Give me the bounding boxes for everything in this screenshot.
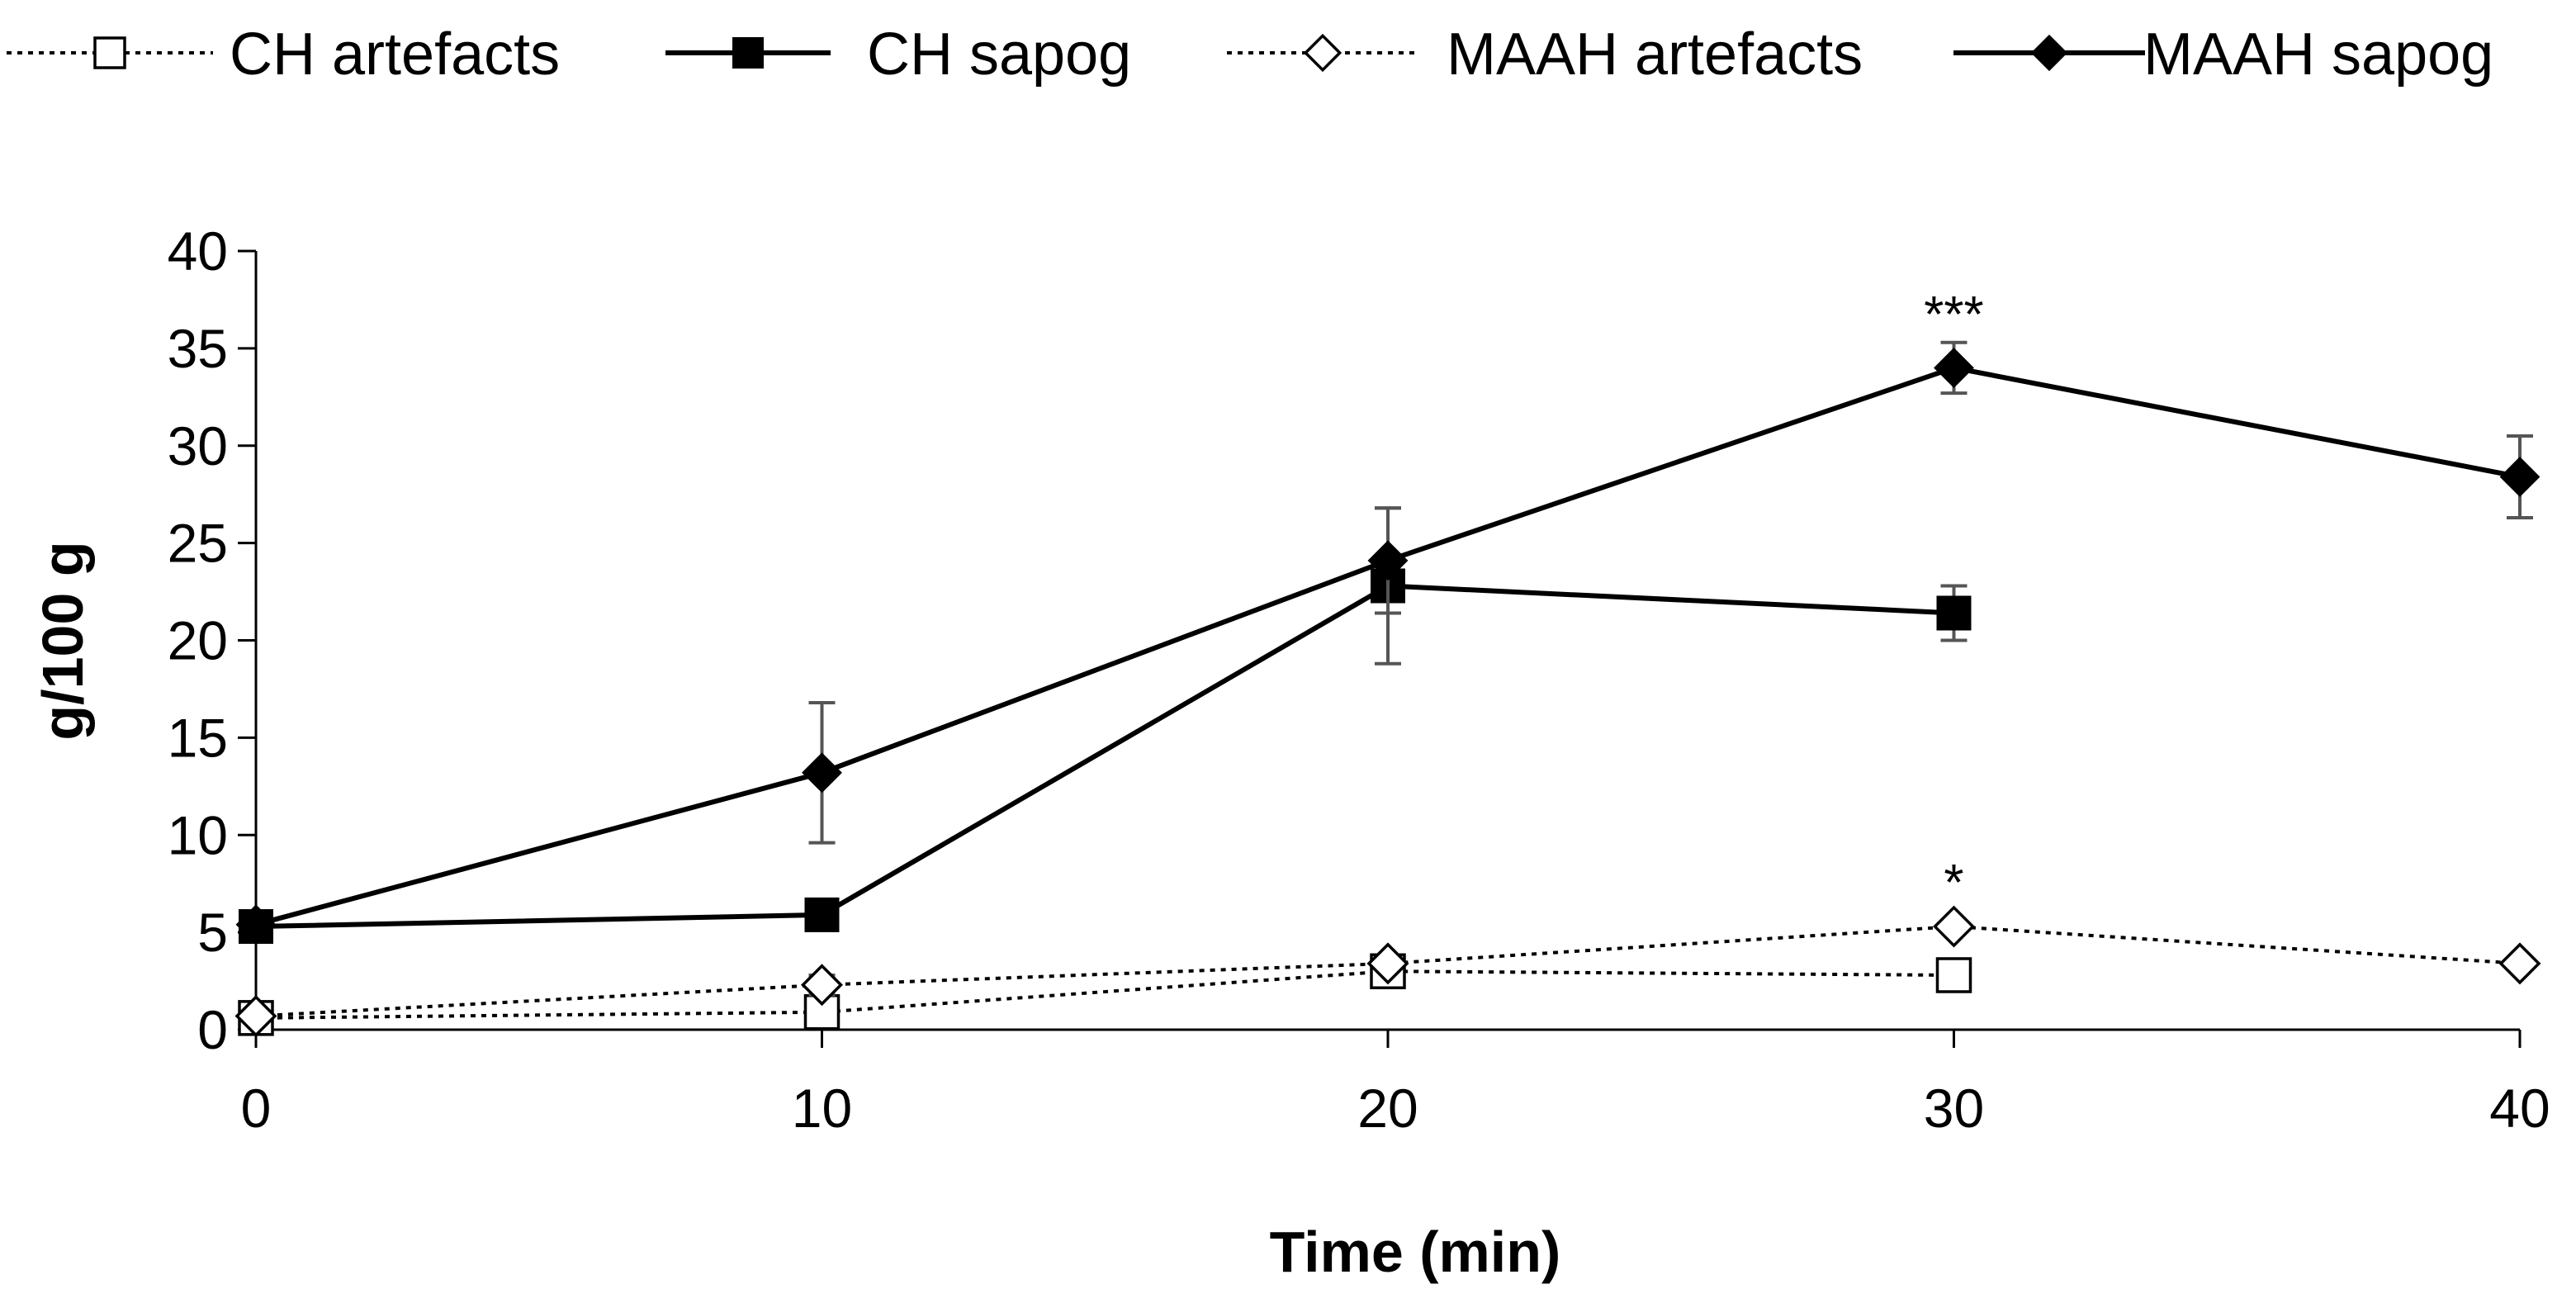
data-point <box>1936 595 1972 631</box>
y-tick-label: 30 <box>168 415 228 476</box>
legend-label: CH sapog <box>867 21 1131 88</box>
data-point <box>2499 457 2540 497</box>
series-maah-artefacts <box>234 905 2541 1037</box>
x-tick-label: 40 <box>2489 1078 2550 1139</box>
annotations: **** <box>1924 287 1983 912</box>
x-tick-label: 0 <box>241 1078 272 1139</box>
legend-marker <box>93 36 126 69</box>
legend-label: MAAH artefacts <box>1447 21 1863 88</box>
series-line <box>255 925 2521 1018</box>
y-tick-label: 25 <box>168 513 228 574</box>
data-point <box>1366 942 1409 985</box>
legend-item-maah-artefacts: MAAH artefacts <box>1227 21 1863 88</box>
x-tick-label: 30 <box>1924 1078 1984 1139</box>
data-point <box>235 904 277 945</box>
data-point <box>1933 905 1975 948</box>
data-point <box>1367 540 1409 581</box>
legend-label: CH artefacts <box>230 21 560 88</box>
significance-annotation: * <box>1944 855 1963 912</box>
data-point <box>234 995 277 1037</box>
legend: CH artefacts CH sapog MAAH artefacts MAAH s… <box>7 21 2493 88</box>
y-tick-label: 35 <box>168 318 228 379</box>
data-point <box>804 897 840 932</box>
legend-item-maah-sapog: MAAH sapog <box>1953 21 2493 88</box>
data-point <box>2498 942 2541 985</box>
data-point <box>1934 348 1974 388</box>
y-tick-label: 40 <box>168 220 228 282</box>
y-tick-label: 10 <box>168 804 228 865</box>
series-ch-sapog <box>239 506 1972 945</box>
legend-label: MAAH sapog <box>2143 21 2493 88</box>
legend-item-ch-artefacts: CH artefacts <box>7 21 560 88</box>
y-tick-label: 5 <box>197 902 228 963</box>
legend-marker <box>732 37 764 69</box>
significance-annotation: *** <box>1924 287 1983 344</box>
legend-marker <box>1303 33 1342 73</box>
legend-item-ch-sapog: CH sapog <box>665 21 1131 88</box>
y-tick-label: 20 <box>168 610 228 671</box>
series-maah-sapog <box>235 340 2540 945</box>
legend-marker <box>2030 34 2068 72</box>
series-line <box>255 969 1954 1020</box>
axes: 0 5 10 15 20 25 30 35 40 0 10 20 30 40 <box>168 220 2550 1139</box>
series-ch-artefacts <box>238 953 1972 1036</box>
data-point <box>1935 957 1972 993</box>
y-tick-label: 15 <box>168 707 228 768</box>
x-axis-title: Time (min) <box>1270 1220 1561 1284</box>
series-layer <box>234 340 2541 1037</box>
x-tick-label: 10 <box>792 1078 852 1139</box>
y-axis-title: g/100 g <box>31 541 95 740</box>
y-tick-label: 0 <box>197 999 228 1060</box>
series-line <box>255 583 1954 930</box>
x-tick-label: 20 <box>1357 1078 1418 1139</box>
data-point <box>801 964 843 1007</box>
data-point <box>802 752 842 794</box>
